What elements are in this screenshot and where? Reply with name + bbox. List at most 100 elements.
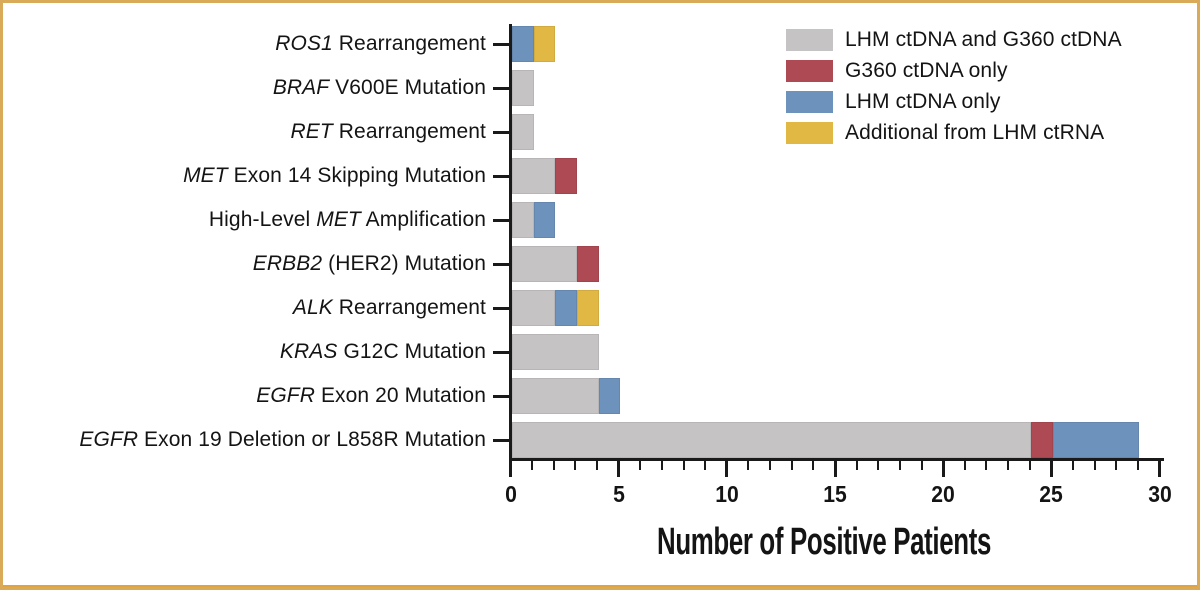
gene-name: RET — [290, 120, 333, 143]
bar-segment — [512, 422, 1032, 458]
legend-label: LHM ctDNA and G360 ctDNA — [845, 28, 1122, 51]
x-minor-tick — [1028, 461, 1031, 470]
y-tick — [493, 86, 509, 90]
x-minor-tick — [985, 461, 988, 470]
x-major-tick — [941, 461, 945, 477]
x-minor-tick — [552, 461, 555, 470]
category-label: ALK Rearrangement — [293, 294, 486, 322]
y-axis — [509, 24, 512, 461]
x-tick-label: 30 — [1147, 481, 1172, 507]
bar-segment — [1031, 422, 1053, 458]
bar-segment — [555, 158, 577, 194]
gene-name: KRAS — [279, 340, 338, 363]
bar-segment — [512, 70, 534, 106]
legend-swatch — [786, 60, 833, 82]
x-minor-tick — [682, 461, 685, 470]
y-tick — [493, 350, 509, 354]
x-tick-label: 0 — [504, 481, 517, 507]
x-minor-tick — [898, 461, 901, 470]
x-tick-label: 20 — [931, 481, 955, 507]
bar-segment — [555, 290, 577, 326]
label-text: Amplification — [360, 208, 486, 231]
x-minor-tick — [747, 461, 750, 470]
y-tick — [493, 262, 509, 266]
gene-name: ERBB2 — [252, 252, 323, 275]
bar-segment — [512, 290, 556, 326]
x-minor-tick — [769, 461, 772, 470]
x-minor-tick — [660, 461, 663, 470]
legend-item: G360 ctDNA only — [786, 59, 1122, 82]
bar-segment — [512, 246, 577, 282]
legend-label: Additional from LHM ctRNA — [845, 121, 1105, 144]
x-tick-label: 5 — [612, 481, 625, 507]
legend-item: LHM ctDNA and G360 ctDNA — [786, 28, 1122, 51]
gene-name: BRAF — [272, 76, 330, 99]
bar-segment — [512, 378, 599, 414]
legend-swatch — [786, 29, 833, 51]
y-tick — [493, 174, 509, 178]
x-minor-tick — [1136, 461, 1139, 470]
y-tick — [493, 306, 509, 310]
x-tick-label: 10 — [715, 481, 739, 507]
legend-swatch — [786, 91, 833, 113]
y-tick — [493, 394, 509, 398]
y-tick — [493, 218, 509, 222]
category-label: ROS1 Rearrangement — [275, 30, 486, 58]
x-minor-tick — [790, 461, 793, 470]
y-tick — [493, 130, 509, 134]
category-label: MET Exon 14 Skipping Mutation — [183, 162, 486, 190]
label-text: Rearrangement — [332, 32, 486, 55]
x-minor-tick — [1007, 461, 1010, 470]
gene-name: EGFR — [256, 384, 316, 407]
bar-segment — [576, 246, 599, 282]
x-minor-tick — [596, 461, 599, 470]
bar-segment — [512, 202, 534, 238]
label-text: Exon 20 Mutation — [315, 384, 486, 407]
gene-name: ALK — [292, 296, 333, 319]
legend-label: G360 ctDNA only — [845, 59, 1008, 82]
legend: LHM ctDNA and G360 ctDNA G360 ctDNA only L… — [786, 28, 1122, 153]
legend-label: LHM ctDNA only — [845, 90, 1001, 113]
label-text: Rearrangement — [332, 120, 486, 143]
x-minor-tick — [1093, 461, 1096, 470]
category-label: EGFR Exon 20 Mutation — [256, 382, 486, 410]
label-text: (HER2) Mutation — [322, 252, 486, 275]
category-label: ERBB2 (HER2) Mutation — [253, 250, 486, 278]
bar-segment — [533, 202, 556, 238]
x-minor-tick — [877, 461, 880, 470]
label-text: Exon 19 Deletion or L858R Mutation — [138, 428, 486, 451]
x-minor-tick — [1071, 461, 1074, 470]
label-text: G12C Mutation — [337, 340, 486, 363]
bar-segment — [512, 334, 599, 370]
x-minor-tick — [1115, 461, 1118, 470]
x-axis-title: Number of Positive Patients — [657, 521, 991, 563]
legend-item: LHM ctDNA only — [786, 90, 1122, 113]
label-text: Exon 14 Skipping Mutation — [227, 164, 486, 187]
x-minor-tick — [639, 461, 642, 470]
bar-segment — [512, 26, 534, 62]
category-label: BRAF V600E Mutation — [273, 74, 486, 102]
x-minor-tick — [855, 461, 858, 470]
legend-swatch — [786, 122, 833, 144]
bar-segment — [512, 158, 556, 194]
x-minor-tick — [531, 461, 534, 470]
bar-segment — [1052, 422, 1140, 458]
x-minor-tick — [963, 461, 966, 470]
x-minor-tick — [920, 461, 923, 470]
x-major-tick — [1049, 461, 1053, 477]
x-major-tick — [833, 461, 837, 477]
bar-segment — [576, 290, 599, 326]
category-label: EGFR Exon 19 Deletion or L858R Mutation — [79, 426, 486, 454]
x-minor-tick — [574, 461, 577, 470]
label-text: High-Level — [208, 208, 317, 231]
legend-item: Additional from LHM ctRNA — [786, 121, 1122, 144]
gene-name: MET — [183, 164, 228, 187]
y-tick — [493, 42, 509, 46]
x-major-tick — [1158, 461, 1161, 477]
x-major-tick — [725, 461, 729, 477]
gene-name: MET — [316, 208, 361, 231]
bar-segment — [533, 26, 556, 62]
category-label: KRAS G12C Mutation — [280, 338, 486, 366]
x-axis — [509, 458, 1164, 461]
